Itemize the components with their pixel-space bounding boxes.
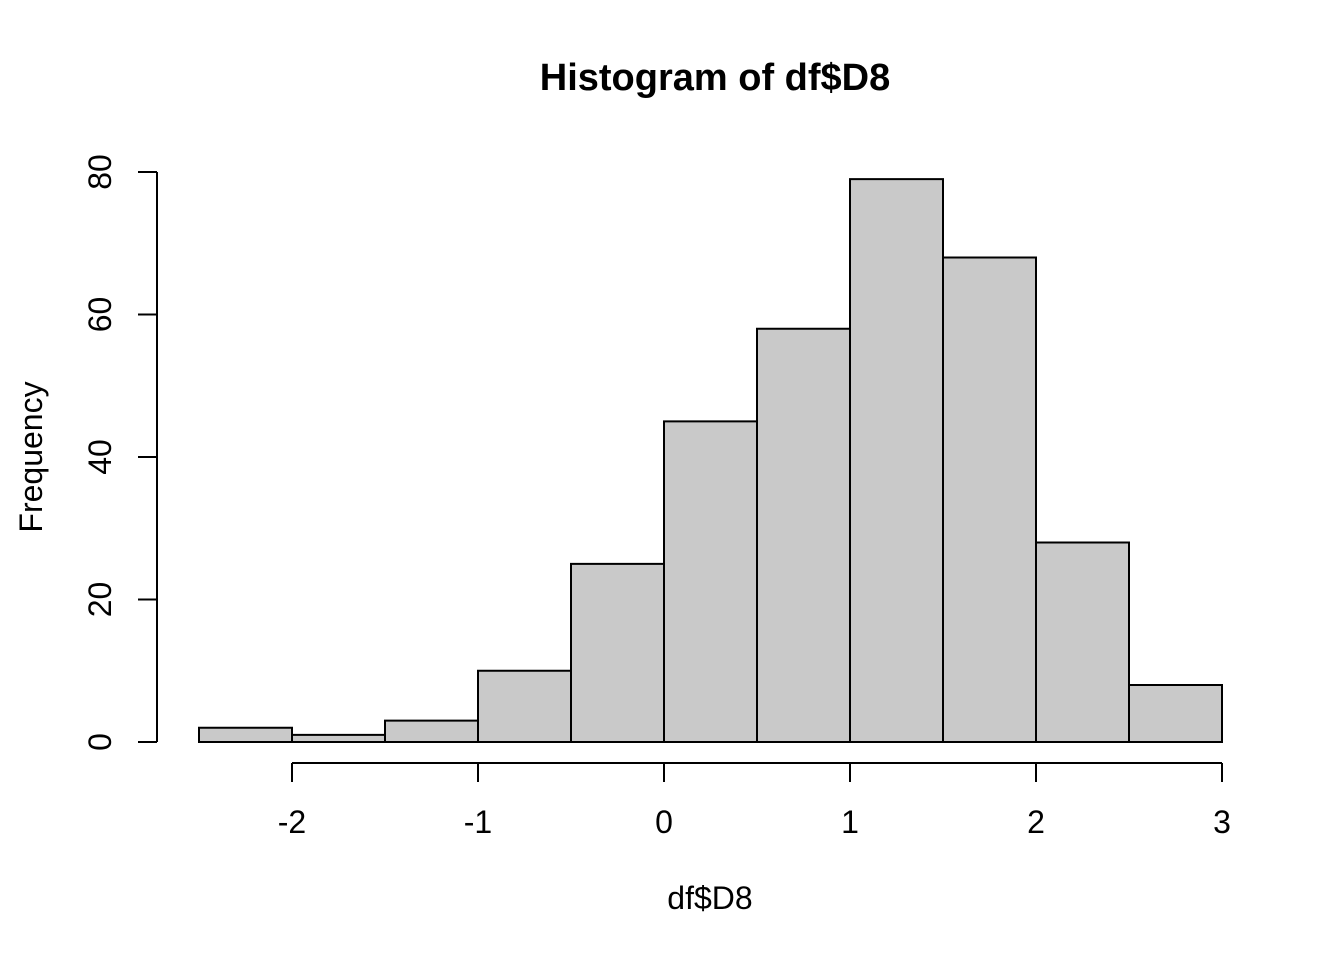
histogram-bar <box>1035 541 1130 743</box>
y-tick-label: 20 <box>82 582 118 618</box>
histogram-bar <box>756 327 851 743</box>
y-tick-label: 80 <box>82 154 118 190</box>
chart-title: Histogram of df$D8 <box>539 57 891 99</box>
histogram-bar <box>198 726 293 743</box>
histogram-bar <box>477 669 572 743</box>
x-tick-label: 3 <box>1213 804 1231 840</box>
x-tick-label: 2 <box>1027 804 1045 840</box>
x-tick-label: -2 <box>278 804 306 840</box>
histogram-bar <box>1128 684 1223 743</box>
x-tick-label: -1 <box>464 804 492 840</box>
x-tick-label: 1 <box>841 804 859 840</box>
histogram-bar <box>570 562 665 743</box>
histogram-bar <box>663 420 758 743</box>
x-axis-label: df$D8 <box>667 880 753 916</box>
histogram-bar <box>384 719 479 743</box>
x-tick-label: 0 <box>655 804 673 840</box>
y-tick-label: 0 <box>82 733 118 751</box>
histogram-bar <box>849 178 944 743</box>
y-tick-label: 60 <box>82 297 118 333</box>
histogram-bar <box>291 733 386 743</box>
histogram-bar <box>942 256 1037 743</box>
y-tick-label: 40 <box>82 439 118 475</box>
